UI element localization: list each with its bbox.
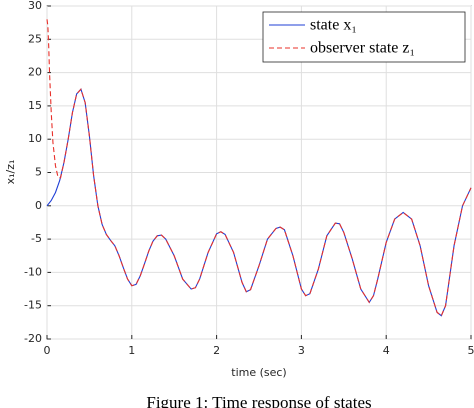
x-tick-label: 5 [468,344,474,357]
legend-label: observer state z₁ [310,40,415,57]
y-tick-label: 30 [28,0,42,12]
y-tick-label: 5 [35,166,42,179]
x-tick-label: 1 [128,344,135,357]
legend-box [262,11,466,63]
x-tick-label: 4 [383,344,390,357]
x-tick-label: 0 [44,344,51,357]
y-tick-label: 10 [28,132,42,145]
caption: Figure 1: Time response of states [146,393,371,408]
y-tick-label: 20 [28,66,42,79]
y-tick-label: -15 [24,299,42,312]
y-tick-label: -20 [24,332,42,345]
x-tick-label: 2 [213,344,220,357]
y-tick-label: -5 [31,232,42,245]
y-tick-label: 25 [28,32,42,45]
y-axis-label: x₁/z₁ [4,160,17,185]
series-line [46,19,472,317]
x-axis-label: time (sec) [231,366,286,379]
y-tick-label: 0 [35,199,42,212]
y-tick-label: 15 [28,99,42,112]
legend-label: state x₁ [310,17,357,34]
y-tick-label: -10 [24,265,42,278]
x-tick-label: 3 [298,344,305,357]
